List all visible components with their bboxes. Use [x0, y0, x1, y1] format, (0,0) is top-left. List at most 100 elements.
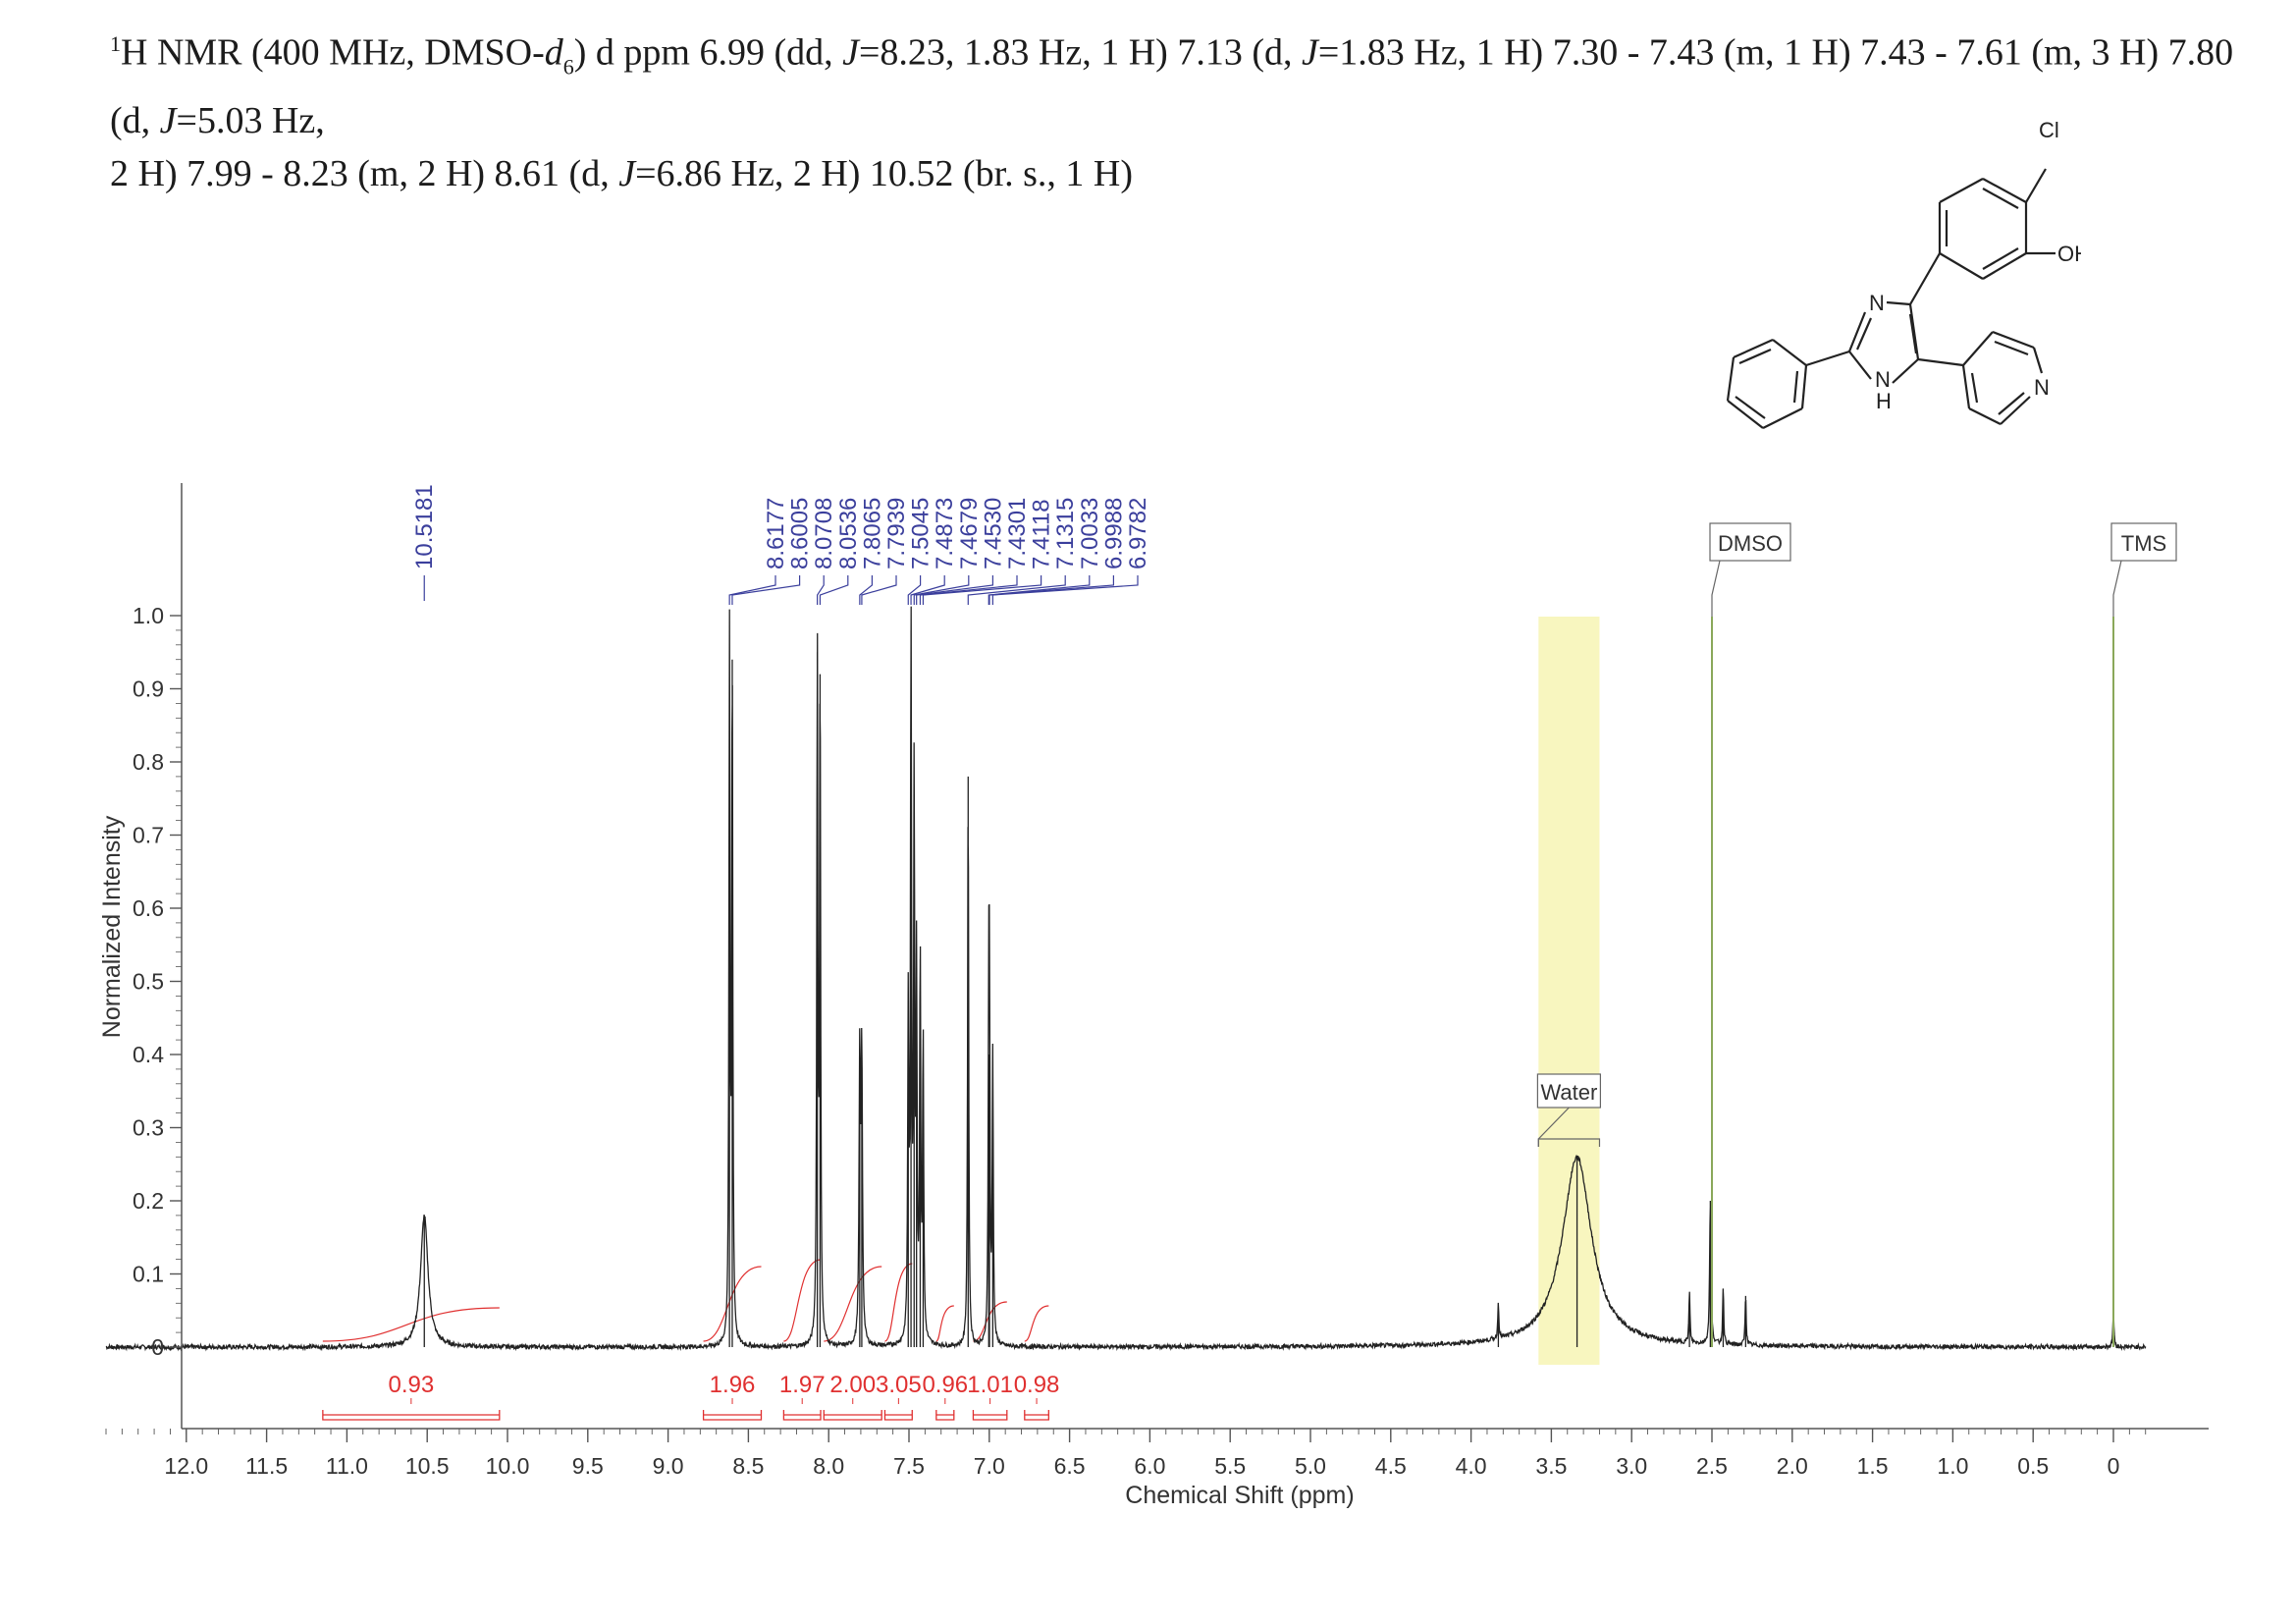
peak-label-connector [991, 575, 1139, 605]
peak-label-connector [728, 575, 776, 605]
peak-label-connector [861, 575, 897, 605]
peak-label-connector [913, 575, 970, 605]
peak-label: 6.9988 [1100, 498, 1127, 569]
x-tick-label: 7.5 [893, 1453, 925, 1479]
solvent-label-box [2110, 522, 2177, 562]
integral-value: 1.97 [779, 1372, 826, 1398]
solvent-subscript: 6 [562, 54, 574, 80]
header-text-5: =5.03 Hz, [176, 99, 325, 141]
x-tick-label: 3.0 [1616, 1453, 1647, 1479]
chemical-structure: Cl OH N N H N [1726, 118, 2081, 429]
peak-label: 7.4873 [932, 498, 958, 569]
x-tick-label: 4.5 [1375, 1453, 1407, 1479]
peak-label: 8.0536 [835, 498, 862, 569]
water-label: Water [1540, 1080, 1597, 1105]
y-tick-label: 0.6 [133, 895, 164, 921]
peak-label: 7.0033 [1077, 498, 1103, 569]
chlorine-atom-label: Cl [2039, 118, 2059, 142]
peak-label-connector [988, 575, 1115, 605]
coupling-symbol: J [842, 31, 859, 74]
peak-label: 10.5181 [411, 484, 438, 569]
coupling-symbol: J [159, 99, 177, 141]
coupling-symbol: J [1301, 31, 1318, 74]
peak-label-connector [731, 575, 801, 605]
solvent-label-connector [1711, 560, 1721, 617]
x-tick-label: 9.5 [572, 1453, 604, 1479]
integral-curve [703, 1266, 762, 1342]
structure-bonds [1726, 168, 2056, 429]
peak-label: 6.9782 [1125, 498, 1151, 569]
integral-curve [783, 1259, 822, 1342]
peak-label: 7.4301 [1004, 498, 1031, 569]
imidazole-nh-hydrogen-label: H [1876, 389, 1892, 413]
y-tick-label: 0.2 [133, 1188, 164, 1214]
peak-label-connector [922, 575, 1042, 605]
peak-label-connector [919, 575, 1018, 605]
x-tick-label: 9.0 [653, 1453, 684, 1479]
y-tick-label: 0.1 [133, 1262, 164, 1287]
water-highlight-region [1538, 617, 1600, 1365]
x-tick-label: 7.0 [974, 1453, 1005, 1479]
peak-label: 7.1315 [1052, 498, 1079, 569]
peak-label: 7.5045 [908, 498, 934, 569]
chart-axes: 12.0 11.5 11.0 10.5 10.0 9.5 9.0 8.5 8.0 7.5 7.0 6.… [105, 483, 2209, 1479]
y-tick-label: 0.3 [133, 1115, 164, 1141]
solvent-label-connector [2112, 560, 2122, 617]
x-tick-label: 11.0 [326, 1453, 368, 1479]
integral-curve [935, 1305, 954, 1342]
x-tick-label: 6.5 [1054, 1453, 1086, 1479]
x-tick-label: 0 [2108, 1453, 2120, 1479]
spectrum-header: 1H NMR (400 MHz, DMSO-d6) d ppm 6.99 (dd… [110, 18, 2250, 200]
integral-curve [824, 1266, 882, 1342]
header-text-4: =1.83 Hz, 1 H) 7.30 - 7.43 (m, 1 H) 7.43… [110, 31, 2234, 141]
y-tick-label: 0.8 [133, 749, 164, 775]
y-tick-label: 0 [151, 1334, 164, 1360]
integral-bracket [782, 1410, 822, 1421]
x-tick-label: 6.0 [1134, 1453, 1165, 1479]
integral-bracket [322, 1410, 501, 1421]
integral-label-group: 0.93 1.96 1.97 2.00 3.05 0.96 1.01 0.98 [322, 1372, 1060, 1421]
integral-bracket [883, 1410, 913, 1421]
y-tick-label: 0.9 [133, 676, 164, 702]
integral-value: 3.05 [876, 1372, 922, 1398]
water-range-bracket [1537, 1138, 1601, 1147]
integration-curves [322, 1259, 1049, 1342]
header-text-1: H NMR (400 MHz, DMSO- [121, 31, 545, 74]
x-tick-label: 4.0 [1456, 1453, 1487, 1479]
peak-label: 7.7939 [883, 498, 910, 569]
header-text-7: =6.86 Hz, 2 H) 10.52 (br. s., 1 H) [635, 152, 1134, 194]
x-tick-label: 1.5 [1857, 1453, 1889, 1479]
spectrum-trace [105, 606, 2147, 1352]
integral-value: 0.98 [1014, 1372, 1060, 1398]
peak-label-connector [988, 575, 1091, 605]
peak-label: 8.6005 [787, 498, 814, 569]
x-tick-label: 8.5 [732, 1453, 764, 1479]
peak-label: 8.6177 [763, 498, 789, 569]
integral-curve [1024, 1305, 1049, 1342]
x-axis-label: Chemical Shift (ppm) [1125, 1482, 1354, 1509]
x-tick-label: 3.5 [1535, 1453, 1567, 1479]
peak-label: 8.0708 [811, 498, 837, 569]
peak-label: 7.4530 [980, 498, 1006, 569]
x-tick-label: 11.5 [245, 1453, 288, 1479]
peak-label-connector [859, 575, 874, 605]
y-axis-label: Normalized Intensity [98, 815, 126, 1038]
hydroxyl-label: OH [2057, 242, 2081, 266]
integral-bracket [823, 1410, 882, 1421]
x-tick-label: 8.0 [813, 1453, 844, 1479]
integral-value: 1.01 [967, 1372, 1013, 1398]
x-tick-label: 10.0 [486, 1453, 530, 1479]
header-text-2: ) d ppm 6.99 (dd, [573, 31, 843, 74]
peak-label-connector [916, 575, 994, 605]
x-tick-label: 0.5 [2017, 1453, 2049, 1479]
integral-bracket [702, 1410, 763, 1421]
integral-value: 1.96 [710, 1372, 756, 1398]
imidazole-nh-nitrogen-label: N [1875, 367, 1891, 392]
imidazole-nitrogen-label: N [1869, 291, 1885, 315]
x-tick-label: 12.0 [164, 1453, 208, 1479]
coupling-symbol: J [618, 152, 636, 194]
pyridine-nitrogen-label: N [2034, 375, 2050, 400]
header-text-3: =8.23, 1.83 Hz, 1 H) 7.13 (d, [858, 31, 1302, 74]
integral-bracket [935, 1410, 955, 1421]
